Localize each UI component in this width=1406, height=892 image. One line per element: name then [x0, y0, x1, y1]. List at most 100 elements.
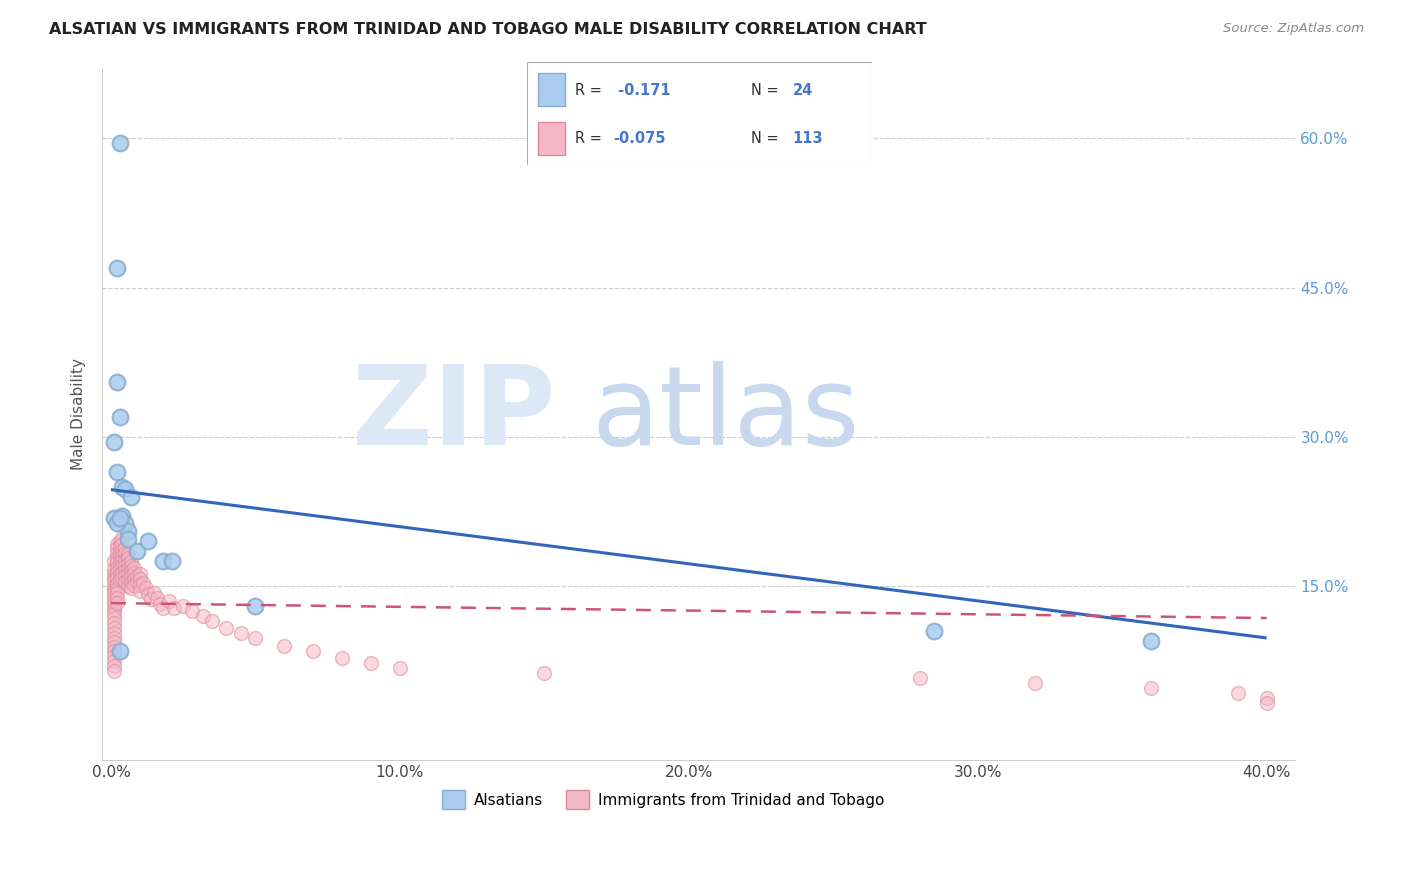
Point — [103, 611, 125, 625]
Point — [108, 540, 131, 554]
Point — [114, 559, 136, 574]
Point — [105, 465, 128, 479]
Point — [125, 575, 148, 590]
Point — [120, 569, 142, 583]
Point — [103, 607, 125, 621]
Point — [1140, 681, 1163, 695]
Point — [105, 586, 128, 600]
Point — [103, 599, 125, 613]
Point — [128, 572, 150, 586]
Point — [105, 260, 128, 275]
Point — [1256, 696, 1278, 710]
Point — [114, 546, 136, 560]
Point — [105, 516, 128, 531]
Point — [103, 579, 125, 593]
Point — [103, 586, 125, 600]
Point — [193, 609, 215, 624]
Point — [111, 549, 134, 564]
Point — [103, 648, 125, 663]
Point — [103, 562, 125, 576]
Point — [108, 546, 131, 560]
Point — [103, 574, 125, 589]
Point — [105, 591, 128, 606]
Text: ALSATIAN VS IMMIGRANTS FROM TRINIDAD AND TOBAGO MALE DISABILITY CORRELATION CHAR: ALSATIAN VS IMMIGRANTS FROM TRINIDAD AND… — [49, 22, 927, 37]
Point — [103, 603, 125, 617]
Point — [1226, 686, 1249, 700]
Text: ZIP: ZIP — [353, 361, 555, 468]
Point — [120, 564, 142, 578]
Point — [111, 571, 134, 585]
Point — [388, 661, 411, 675]
Point — [215, 621, 238, 635]
Point — [108, 409, 131, 424]
Text: N =: N = — [751, 83, 783, 97]
Point — [120, 575, 142, 590]
Point — [117, 558, 139, 572]
Point — [122, 578, 145, 592]
Point — [103, 615, 125, 630]
Point — [105, 571, 128, 585]
Point — [149, 597, 172, 611]
Point — [108, 562, 131, 576]
Point — [360, 656, 382, 670]
Point — [105, 566, 128, 581]
Point — [108, 572, 131, 586]
Point — [105, 577, 128, 591]
Point — [108, 567, 131, 582]
Point — [245, 631, 267, 645]
Point — [108, 534, 131, 549]
Text: atlas: atlas — [592, 361, 860, 468]
Y-axis label: Male Disability: Male Disability — [72, 359, 86, 470]
Point — [105, 561, 128, 575]
Point — [146, 591, 169, 606]
Point — [105, 546, 128, 560]
Point — [120, 581, 142, 595]
Text: 24: 24 — [793, 83, 813, 97]
Point — [103, 511, 125, 525]
Point — [103, 626, 125, 640]
Point — [114, 553, 136, 567]
Point — [103, 640, 125, 654]
Point — [924, 624, 946, 638]
Point — [103, 644, 125, 658]
Point — [117, 524, 139, 539]
Legend: Alsatians, Immigrants from Trinidad and Tobago: Alsatians, Immigrants from Trinidad and … — [436, 784, 890, 815]
Text: Source: ZipAtlas.com: Source: ZipAtlas.com — [1223, 22, 1364, 36]
Point — [128, 578, 150, 592]
Point — [122, 561, 145, 575]
Point — [122, 572, 145, 586]
Point — [117, 547, 139, 561]
Point — [111, 566, 134, 581]
Point — [138, 587, 160, 601]
Point — [114, 516, 136, 531]
Point — [330, 650, 353, 665]
Point — [120, 490, 142, 504]
Point — [172, 599, 194, 613]
Point — [273, 639, 295, 653]
Point — [108, 511, 131, 525]
Point — [122, 566, 145, 581]
Point — [117, 533, 139, 547]
Point — [163, 601, 186, 615]
Point — [103, 595, 125, 609]
Point — [105, 541, 128, 556]
Point — [105, 555, 128, 569]
Point — [114, 564, 136, 578]
Point — [128, 567, 150, 582]
Point — [111, 537, 134, 551]
Text: -0.075: -0.075 — [613, 131, 666, 146]
Point — [114, 482, 136, 496]
Point — [302, 644, 325, 658]
Point — [533, 665, 555, 680]
Point — [114, 575, 136, 590]
Point — [117, 567, 139, 582]
Point — [111, 509, 134, 524]
Text: -0.171: -0.171 — [613, 83, 671, 97]
Point — [103, 591, 125, 606]
Point — [120, 554, 142, 568]
Point — [152, 601, 174, 615]
Point — [111, 559, 134, 574]
Point — [103, 654, 125, 668]
Point — [908, 671, 931, 685]
Point — [103, 621, 125, 635]
